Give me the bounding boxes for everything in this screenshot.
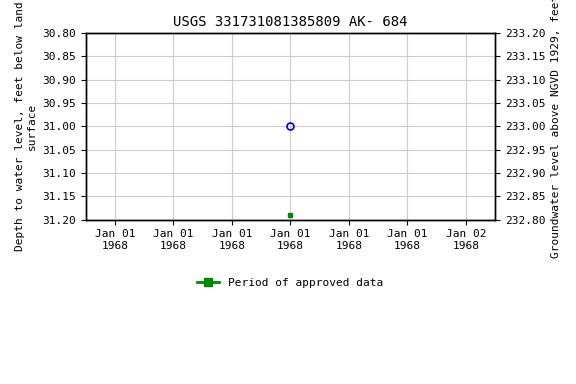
Y-axis label: Depth to water level, feet below land
surface: Depth to water level, feet below land su…	[15, 2, 37, 251]
Legend: Period of approved data: Period of approved data	[193, 274, 388, 293]
Y-axis label: Groundwater level above NGVD 1929, feet: Groundwater level above NGVD 1929, feet	[551, 0, 561, 258]
Title: USGS 331731081385809 AK- 684: USGS 331731081385809 AK- 684	[173, 15, 408, 29]
